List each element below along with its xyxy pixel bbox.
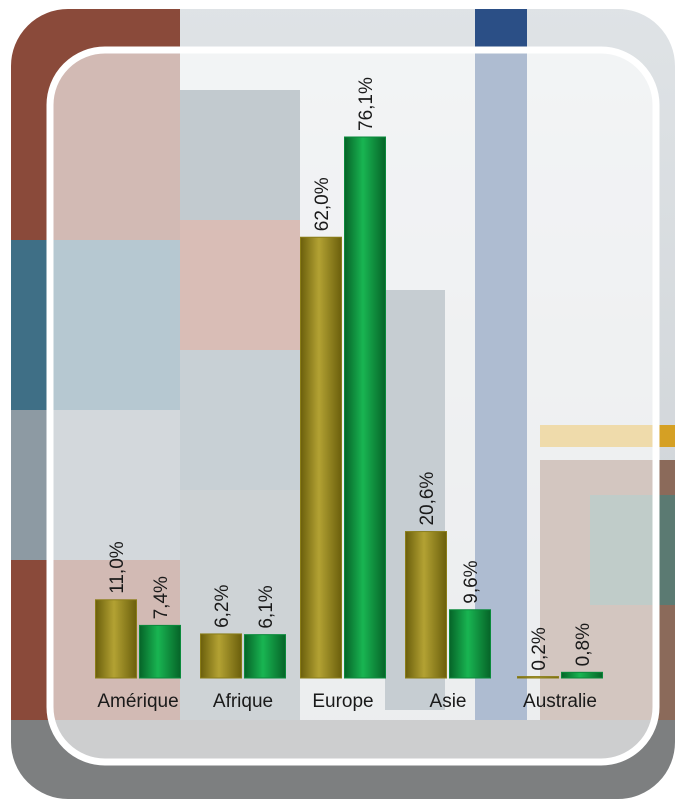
bar: [200, 633, 242, 679]
value-label: 62,0%: [312, 177, 333, 231]
value-label: 20,6%: [417, 472, 438, 526]
bar: [244, 634, 286, 679]
bar: [139, 624, 181, 679]
x-tick-label: Europe: [312, 691, 373, 712]
value-label: 0,2%: [529, 627, 550, 670]
x-tick-label: Australie: [523, 691, 597, 712]
value-label: 76,1%: [356, 77, 377, 131]
value-label: 11,0%: [107, 541, 128, 594]
x-tick-label: Afrique: [213, 691, 273, 712]
bar: [517, 676, 559, 679]
bar: [344, 136, 386, 679]
bar: [95, 599, 137, 679]
bar: [300, 236, 342, 679]
bar: [405, 531, 447, 679]
value-label: 9,6%: [461, 560, 482, 603]
value-label: 7,4%: [151, 576, 172, 619]
bar: [449, 609, 491, 679]
value-label: 6,1%: [256, 585, 277, 628]
value-label: 6,2%: [212, 585, 233, 628]
x-tick-label: Amérique: [97, 691, 178, 712]
photo-border: [5, 3, 681, 805]
value-label: 0,8%: [573, 623, 594, 666]
x-tick-label: Asie: [430, 691, 467, 712]
bar: [561, 671, 603, 679]
